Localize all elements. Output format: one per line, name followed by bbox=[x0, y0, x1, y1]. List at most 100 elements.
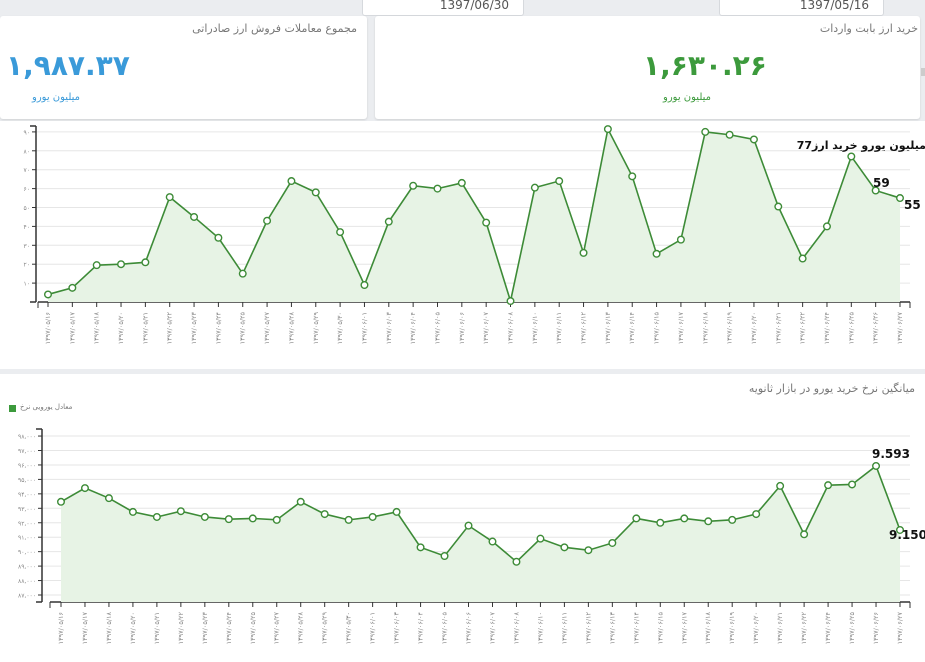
data-point[interactable] bbox=[848, 480, 857, 489]
x-tick-label: ۱۳۹۷/۰۶/۰۳ bbox=[393, 611, 401, 644]
data-point[interactable] bbox=[44, 290, 53, 299]
data-point[interactable] bbox=[152, 512, 161, 521]
data-point[interactable] bbox=[608, 538, 617, 547]
data-point[interactable] bbox=[263, 216, 272, 225]
x-tick-label: ۱۳۹۷/۰۶/۱۱ bbox=[560, 612, 568, 644]
data-point[interactable] bbox=[872, 461, 881, 470]
data-point[interactable] bbox=[190, 212, 199, 221]
x-tick-label: ۱۳۹۷/۰۶/۰۱ bbox=[360, 312, 368, 344]
data-point[interactable] bbox=[117, 260, 126, 269]
data-point[interactable] bbox=[296, 497, 305, 506]
data-point[interactable] bbox=[560, 543, 569, 552]
y-tick-label: ۹۰,۰۰۰ bbox=[18, 549, 36, 556]
data-point[interactable] bbox=[800, 530, 809, 539]
legend-label[interactable]: معادل یورویی نرخ bbox=[20, 403, 73, 411]
data-point[interactable] bbox=[416, 543, 425, 552]
data-point[interactable] bbox=[287, 177, 296, 186]
data-point[interactable] bbox=[584, 546, 593, 555]
data-point[interactable] bbox=[224, 515, 233, 524]
to-date-input[interactable]: 1397/06/30 bbox=[362, 0, 524, 16]
data-point[interactable] bbox=[104, 494, 113, 503]
data-point[interactable] bbox=[506, 297, 515, 306]
series-line bbox=[60, 464, 901, 563]
data-point[interactable] bbox=[336, 228, 345, 237]
data-point[interactable] bbox=[409, 181, 418, 190]
data-point[interactable] bbox=[311, 188, 320, 197]
data-point[interactable] bbox=[248, 514, 257, 523]
data-point[interactable] bbox=[749, 135, 758, 144]
x-tick-label: ۱۳۹۷/۰۶/۱۳ bbox=[608, 611, 616, 644]
data-point[interactable] bbox=[392, 507, 401, 516]
data-point[interactable] bbox=[536, 534, 545, 543]
x-tick-label: ۱۳۹۷/۰۵/۳۰ bbox=[336, 312, 344, 344]
data-point[interactable] bbox=[632, 514, 641, 523]
data-point[interactable] bbox=[320, 510, 329, 519]
data-point[interactable] bbox=[464, 521, 473, 530]
data-point[interactable] bbox=[896, 525, 905, 534]
data-point[interactable] bbox=[704, 517, 713, 526]
x-tick-label: ۱۳۹۷/۰۶/۱۰ bbox=[536, 612, 544, 644]
data-point[interactable] bbox=[676, 235, 685, 244]
data-point[interactable] bbox=[80, 484, 89, 493]
data-point[interactable] bbox=[530, 183, 539, 192]
data-point[interactable] bbox=[680, 514, 689, 523]
y-tick-label: ۷۰ bbox=[24, 167, 30, 174]
data-point[interactable] bbox=[725, 130, 734, 139]
data-point[interactable] bbox=[603, 125, 612, 134]
data-point[interactable] bbox=[200, 512, 209, 521]
x-tick-label: ۱۳۹۷/۰۵/۲۵ bbox=[249, 611, 257, 644]
data-point[interactable] bbox=[871, 186, 880, 195]
data-point[interactable] bbox=[360, 280, 369, 289]
data-point[interactable] bbox=[92, 261, 101, 270]
data-point[interactable] bbox=[752, 510, 761, 519]
data-point[interactable] bbox=[272, 515, 281, 524]
data-point[interactable] bbox=[57, 497, 66, 506]
from-date-input[interactable]: 1397/05/16 bbox=[719, 0, 884, 16]
data-point[interactable] bbox=[656, 518, 665, 527]
scrollbar-handle[interactable] bbox=[921, 68, 925, 76]
data-label: 59 bbox=[873, 176, 890, 190]
data-point[interactable] bbox=[579, 248, 588, 257]
data-point[interactable] bbox=[141, 258, 150, 267]
data-point[interactable] bbox=[512, 557, 521, 566]
data-point[interactable] bbox=[165, 193, 174, 202]
data-point[interactable] bbox=[822, 222, 831, 231]
data-point[interactable] bbox=[214, 233, 223, 242]
data-point[interactable] bbox=[896, 194, 905, 203]
export-card-title: مجموع معاملات فروش ارز صادراتی bbox=[192, 22, 357, 35]
data-point[interactable] bbox=[433, 184, 442, 193]
data-point[interactable] bbox=[652, 249, 661, 258]
data-point[interactable] bbox=[344, 515, 353, 524]
data-point[interactable] bbox=[482, 218, 491, 227]
x-tick-label: ۱۳۹۷/۰۵/۲۹ bbox=[312, 311, 320, 344]
y-tick-label: ۱۰ bbox=[24, 281, 30, 288]
x-tick-label: ۱۳۹۷/۰۶/۱۴ bbox=[632, 611, 640, 644]
export-total-value: ۱,۹۸۷.۳۷ bbox=[6, 49, 130, 82]
data-point[interactable] bbox=[488, 537, 497, 546]
data-point[interactable] bbox=[176, 507, 185, 516]
data-point[interactable] bbox=[238, 269, 247, 278]
y-tick-label: ۹۸,۰۰۰ bbox=[18, 434, 36, 441]
data-point[interactable] bbox=[368, 512, 377, 521]
data-point[interactable] bbox=[798, 254, 807, 263]
data-point[interactable] bbox=[774, 202, 783, 211]
x-tick-label: ۱۳۹۷/۰۵/۲۲ bbox=[177, 611, 185, 644]
data-point[interactable] bbox=[457, 178, 466, 187]
data-point[interactable] bbox=[728, 515, 737, 524]
data-point[interactable] bbox=[824, 481, 833, 490]
data-point[interactable] bbox=[128, 507, 137, 516]
y-tick-label: ۹۱,۰۰۰ bbox=[18, 535, 36, 542]
y-tick-label: ۸۰ bbox=[24, 148, 30, 155]
x-tick-label: ۱۳۹۷/۰۶/۱۵ bbox=[656, 611, 664, 644]
data-point[interactable] bbox=[628, 172, 637, 181]
x-tick-label: ۱۳۹۷/۰۶/۱۱ bbox=[555, 312, 563, 344]
data-point[interactable] bbox=[440, 551, 449, 560]
data-point[interactable] bbox=[384, 217, 393, 226]
data-point[interactable] bbox=[68, 283, 77, 292]
y-tick-label: ۹۰ bbox=[24, 129, 30, 136]
data-point[interactable] bbox=[701, 127, 710, 136]
data-point[interactable] bbox=[847, 152, 856, 161]
data-point[interactable] bbox=[555, 177, 564, 186]
x-tick-label: ۱۳۹۷/۰۶/۰۵ bbox=[441, 611, 449, 644]
data-point[interactable] bbox=[776, 481, 785, 490]
